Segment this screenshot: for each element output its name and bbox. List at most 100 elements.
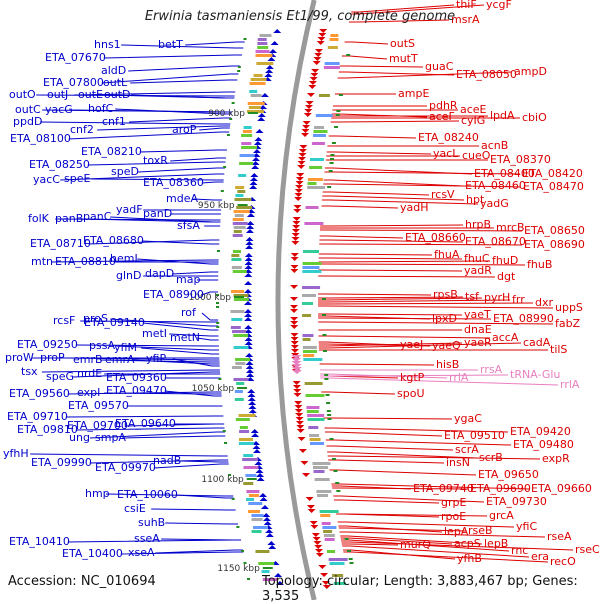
gene-label: outJ	[47, 88, 68, 101]
gene-label: ETA_08400	[474, 167, 535, 180]
reverse-strand-gene	[293, 209, 302, 213]
function-class-block	[261, 570, 270, 573]
gene-label: frr	[512, 293, 525, 306]
gene-label: ETA_09360	[106, 371, 167, 384]
gene-label: tsx	[21, 365, 38, 378]
gene-label: ETA_09560	[9, 387, 70, 400]
reverse-strand-gene	[315, 553, 324, 557]
gc-marker	[231, 102, 235, 104]
gene-label: rseA	[547, 530, 572, 543]
label-leader-line	[88, 239, 220, 245]
gene-label: ETA_08680	[83, 234, 144, 247]
label-leader-line	[337, 71, 513, 79]
function-class-block	[230, 326, 241, 329]
gene-label: ETA_09810	[17, 423, 78, 436]
gene-label: ETA_08050	[456, 68, 517, 81]
function-class-block	[251, 518, 263, 521]
function-class-block	[245, 474, 257, 477]
forward-strand-gene	[250, 173, 259, 177]
kbp-tick-label: 1150 kbp	[217, 564, 260, 574]
label-leader-line	[141, 347, 220, 355]
gene-label: proS	[83, 312, 108, 325]
gene-label: ETA_08420	[522, 167, 583, 180]
gene-label: emrB	[73, 353, 103, 366]
gc-marker	[322, 298, 327, 300]
reverse-strand-gene	[290, 257, 299, 261]
gc-marker	[327, 414, 332, 416]
forward-strand-gene	[259, 493, 268, 497]
forward-strand-gene	[248, 401, 257, 405]
gene-label: guaC	[425, 60, 454, 73]
reverse-strand-gene	[291, 229, 300, 233]
gene-label: yaeR	[464, 336, 492, 349]
gene-label: recO	[550, 555, 576, 568]
gene-label: sfsA	[177, 219, 200, 232]
gene-label: xseA	[128, 546, 155, 559]
gene-label: outC	[15, 103, 41, 116]
gene-label: aldD	[101, 64, 126, 77]
function-class-block	[238, 438, 253, 441]
gene-label: fhuC	[464, 252, 490, 265]
gene-label: ycgF	[486, 0, 512, 11]
reverse-strand-gene	[322, 585, 331, 589]
function-class-block	[243, 126, 252, 129]
forward-strand-gene	[268, 545, 277, 549]
reverse-strand-gene	[313, 541, 322, 545]
gene-label: grcA	[489, 509, 514, 522]
rna-gene	[291, 370, 302, 374]
label-leader-line	[115, 108, 232, 115]
label-leader-line	[170, 157, 227, 162]
kbp-tick-label: 1050 kbp	[192, 384, 235, 394]
gc-marker	[327, 186, 332, 188]
reverse-strand-gene	[292, 381, 301, 385]
forward-strand-gene	[245, 241, 254, 245]
gene-label: panB	[55, 212, 83, 225]
forward-strand-gene	[265, 529, 274, 533]
gene-label: cadA	[523, 336, 551, 349]
reverse-strand-gene	[290, 321, 299, 325]
gene-label: ETA_09140	[84, 316, 145, 329]
label-leader-line	[344, 41, 389, 45]
function-class-block	[241, 134, 253, 137]
gc-marker	[322, 350, 327, 352]
forward-strand-gene	[250, 429, 259, 433]
function-class-block	[307, 418, 325, 421]
gene-label: rcsV	[431, 188, 455, 201]
forward-strand-gene	[253, 141, 262, 145]
gene-label: panC	[83, 210, 112, 223]
gc-marker	[336, 490, 341, 492]
gene-label: emrA	[105, 353, 135, 366]
gc-marker	[344, 538, 349, 540]
gc-marker	[216, 306, 220, 308]
label-leader-line	[341, 55, 388, 60]
function-class-block	[323, 530, 333, 533]
gene-label: ETA_09480	[513, 438, 574, 451]
reverse-strand-gene	[295, 185, 304, 189]
function-class-block	[309, 434, 320, 437]
label-leader-line	[121, 44, 244, 49]
label-leader-line	[165, 522, 239, 525]
gene-label: ETA_08810	[55, 255, 116, 268]
forward-strand-gene	[244, 341, 253, 345]
gc-marker	[335, 114, 340, 116]
forward-strand-gene	[244, 329, 253, 333]
reverse-strand-gene	[316, 41, 325, 45]
label-leader-line	[330, 120, 460, 123]
function-class-block	[302, 314, 312, 317]
forward-strand-gene	[244, 317, 253, 321]
gene-label: mrcB	[496, 221, 525, 234]
gene-label: ETA_10060	[117, 488, 178, 501]
function-class-block	[234, 198, 252, 201]
forward-strand-gene	[267, 541, 276, 545]
reverse-strand-gene	[296, 173, 305, 177]
reverse-strand-gene	[296, 429, 305, 433]
label-leader-line	[104, 392, 222, 395]
function-class-block	[319, 510, 339, 513]
rna-gene	[291, 367, 302, 371]
forward-strand-gene	[247, 393, 256, 397]
gene-label: yaeT	[464, 308, 491, 321]
reverse-strand-gene	[302, 473, 311, 477]
function-class-block	[253, 526, 269, 529]
label-leader-line	[339, 65, 424, 68]
reverse-strand-gene	[296, 425, 305, 429]
